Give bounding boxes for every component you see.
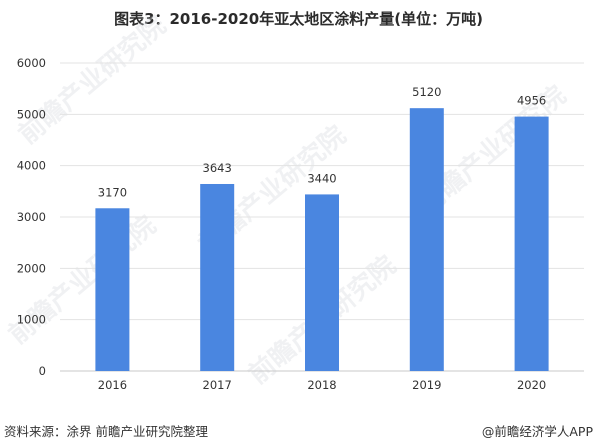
x-tick-label: 2019 [412,378,441,392]
y-tick-label: 4000 [17,159,46,173]
x-axis: 2016 2017 2018 2019 2020 [98,378,546,392]
y-tick-label: 0 [39,364,46,378]
x-tick-label: 2020 [517,378,546,392]
data-label-2016: 3170 [98,185,127,199]
x-tick-label: 2017 [203,378,232,392]
y-tick-label: 6000 [17,56,46,70]
y-tick-label: 2000 [17,261,46,275]
bar-2016 [95,208,130,371]
y-tick-label: 3000 [17,210,46,224]
bar-2017 [200,183,235,371]
data-label-2020: 4956 [517,94,546,108]
data-label-2017: 3643 [203,161,232,175]
data-labels: 3170 3643 3440 5120 4956 [98,85,546,199]
x-tick-label: 2016 [98,378,127,392]
bars [95,108,549,371]
source-note: 资料来源：涂界 前瞻产业研究院整理 [4,424,208,439]
bar-2019 [409,108,444,371]
x-tick-label: 2018 [307,378,336,392]
bar-2020 [514,116,549,371]
data-label-2019: 5120 [412,85,441,99]
chart-title: 图表3：2016-2020年亚太地区涂料产量(单位：万吨) [114,10,483,28]
y-axis: 0 1000 2000 3000 4000 5000 6000 [17,56,46,378]
bar-2018 [305,194,339,371]
y-tick-label: 1000 [17,313,46,327]
brand-credit: @前瞻经济学人APP [481,424,593,439]
data-label-2018: 3440 [307,171,336,185]
y-tick-label: 5000 [17,107,46,121]
footer: 资料来源：涂界 前瞻产业研究院整理 @前瞻经济学人APP [0,417,597,443]
